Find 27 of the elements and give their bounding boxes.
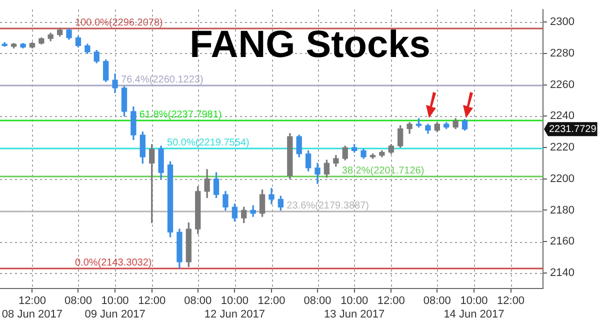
- y-tick-label: 2160: [550, 236, 574, 248]
- ref-line-label: 0.0%(2143.3032): [75, 257, 152, 268]
- y-tick-label: 2140: [550, 266, 574, 279]
- x-tick-label: 08:00: [304, 295, 332, 308]
- y-tick-label: 2180: [550, 204, 574, 216]
- x-tick-label: 12:00: [258, 295, 286, 308]
- x-tick-label: 08:00: [184, 295, 212, 308]
- y-tick-label: 2200: [550, 172, 574, 185]
- ref-line-label: 23.6%(2179.3887): [286, 200, 369, 212]
- ref-line-label: 50.0%(2219.7554): [167, 137, 250, 148]
- ref-line-label: 61.8%(2237.7981): [139, 109, 222, 120]
- y-tick-label: 2220: [550, 142, 574, 154]
- ref-line-label: 100.0%(2296.2078): [75, 17, 163, 28]
- ref-line-label: 76.4%(2260.1223): [121, 74, 204, 86]
- ref-line-label: 38.2%(2201.7126): [342, 165, 424, 176]
- y-tick-label: 2280: [550, 48, 574, 60]
- y-tick-label: 2260: [550, 78, 574, 91]
- x-tick-label: 12:00: [138, 295, 166, 308]
- y-tick-label: 2240: [550, 110, 574, 122]
- y-tick-label: 2300: [550, 16, 574, 28]
- x-tick-label: 08:00: [64, 295, 92, 308]
- text: 2231.7729: [549, 124, 597, 135]
- x-tick-label: 08:00: [423, 295, 451, 308]
- x-tick-label: 12:00: [377, 295, 405, 308]
- x-tick-label: 12:00 08 Jun 2017: [2, 295, 62, 320]
- x-tick-label: 12:00: [497, 295, 525, 308]
- chart-title: FANG Stocks: [190, 24, 430, 66]
